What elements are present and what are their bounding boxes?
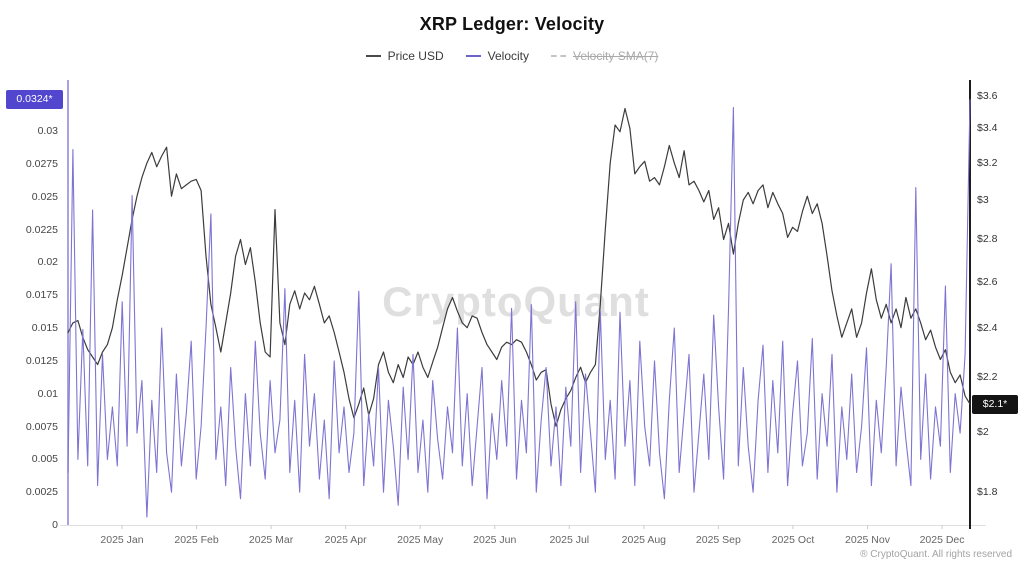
left-axis-tick: 0.015 [31, 322, 58, 335]
price-last-value-badge: $2.1* [972, 394, 1018, 414]
left-axis-tick: 0.03 [37, 125, 58, 138]
right-axis-tick: $2.6 [977, 275, 998, 288]
left-axis-tick: 0.0175 [25, 289, 58, 302]
x-axis-tick: 2025 Jun [473, 534, 517, 546]
left-axis-tick: 0.0275 [25, 158, 58, 170]
x-axis-tick: 2025 Mar [248, 534, 294, 546]
right-axis-tick: $3.6 [977, 89, 998, 102]
price-usd-line-swatch-icon [365, 55, 381, 57]
left-axis-tick: 0.005 [31, 453, 58, 466]
x-axis-tick: 2025 Nov [845, 534, 890, 546]
legend: Price USD Velocity Velocity SMA(7) [0, 49, 1024, 63]
left-axis-tick: 0.01 [37, 387, 58, 400]
x-axis-tick: 2025 May [397, 534, 444, 546]
left-axis-tick: 0.0225 [25, 223, 58, 236]
x-axis-tick: 2025 Jan [100, 534, 144, 546]
chart-title: XRP Ledger: Velocity [419, 14, 605, 34]
copyright-notice: ® CryptoQuant. All rights reserved [860, 549, 1012, 560]
x-axis-tick: 2025 Sep [695, 534, 741, 546]
left-axis-tick: 0.02 [37, 256, 58, 269]
legend-label: Velocity SMA(7) [573, 49, 659, 63]
velocity-line [67, 99, 971, 518]
legend-item-velocity[interactable]: Velocity [465, 49, 529, 63]
left-axis-tick: 0 [52, 519, 58, 531]
left-axis-tick: 0.025 [31, 190, 58, 203]
right-axis-tick: $2.2 [977, 371, 998, 384]
legend-item-price-usd[interactable]: Price USD [365, 49, 444, 63]
right-axis-tick: $1.8 [977, 486, 998, 499]
left-axis-tick: 0.0125 [25, 354, 58, 367]
velocity-line-swatch-icon [465, 55, 481, 57]
price-usd-line [67, 107, 971, 427]
left-axis-tick: 0.0075 [25, 420, 58, 433]
right-axis-tick: $2 [977, 426, 989, 438]
x-axis-tick: 2025 Apr [324, 534, 367, 546]
legend-label: Velocity [487, 49, 529, 63]
x-axis-tick: 2025 Jul [549, 534, 590, 546]
right-axis-tick: $3.2 [977, 157, 998, 170]
velocity-sma7-line-swatch-icon [551, 55, 566, 57]
legend-item-velocity-sma7[interactable]: Velocity SMA(7) [551, 49, 658, 63]
x-axis-tick: 2025 Feb [174, 534, 219, 546]
left-axis-tick: 0.0025 [25, 486, 58, 499]
right-axis-tick: $2.4 [977, 321, 998, 334]
x-axis-tick: 2025 Dec [919, 534, 965, 546]
right-axis-tick: $3.4 [977, 122, 998, 135]
x-axis-tick: 2025 Aug [621, 534, 667, 546]
legend-label: Price USD [387, 49, 444, 63]
x-axis-tick: 2025 Oct [771, 534, 815, 546]
right-axis-tick: $2.8 [977, 233, 998, 246]
right-axis-tick: $3 [977, 194, 989, 206]
velocity-last-value-badge: 0.0324* [6, 90, 63, 110]
